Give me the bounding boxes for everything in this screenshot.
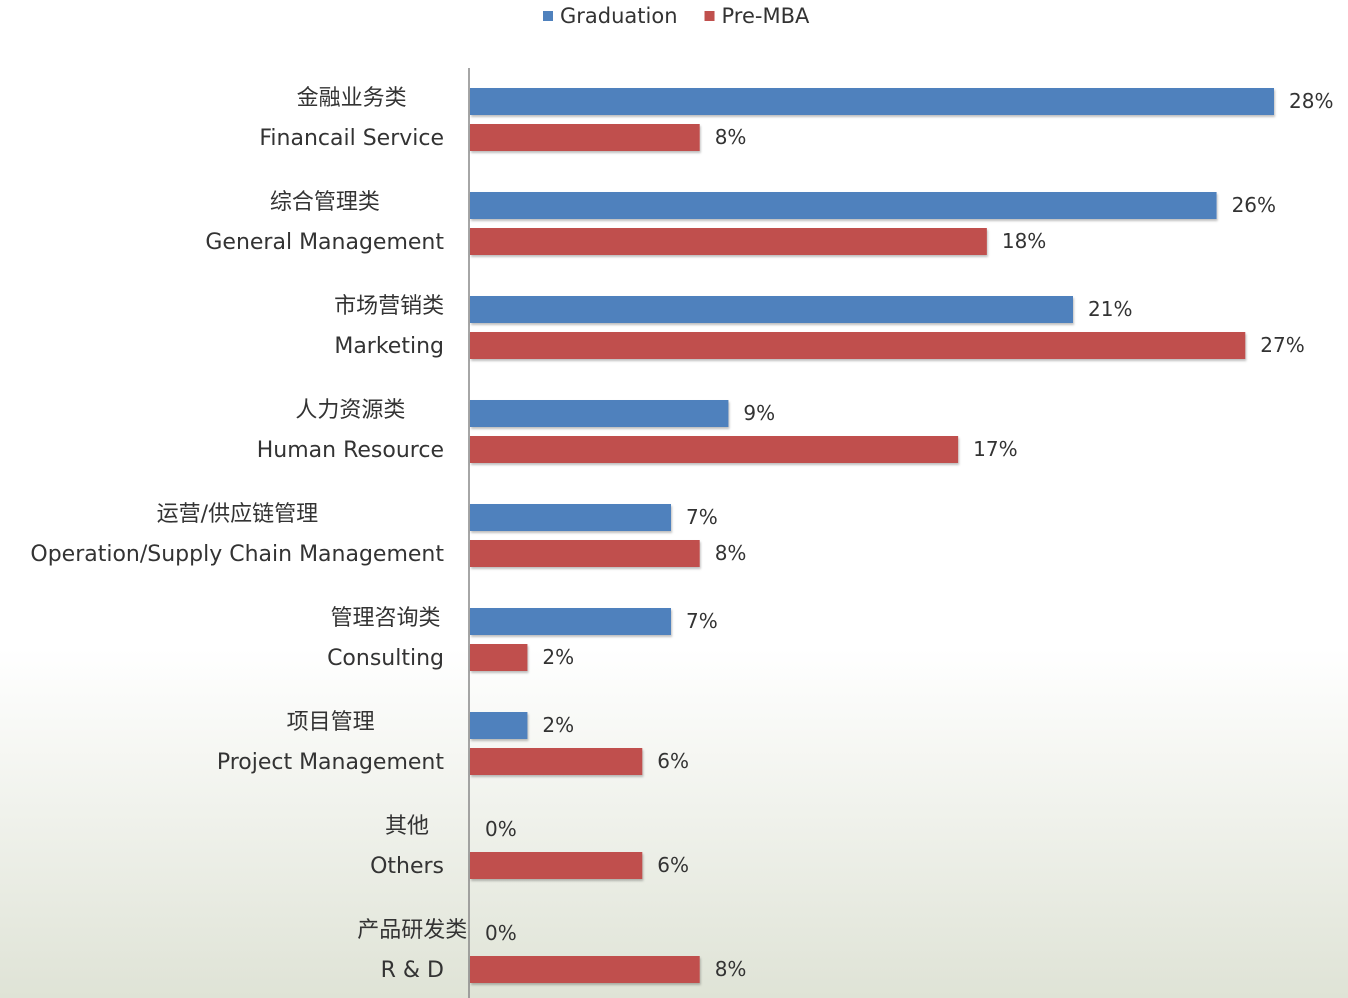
- category-label: Project Management: [217, 750, 445, 775]
- bar: [470, 644, 527, 671]
- category-label: Others: [370, 854, 444, 879]
- value-label: 8%: [715, 957, 747, 981]
- value-label: 18%: [1002, 229, 1046, 253]
- legend-label: Graduation: [560, 4, 678, 28]
- value-label: 6%: [657, 749, 689, 773]
- bar: [470, 504, 671, 531]
- value-label: 8%: [715, 125, 747, 149]
- value-label: 2%: [542, 713, 574, 737]
- bar: [470, 608, 671, 635]
- category-label: 其他: [385, 814, 429, 839]
- bar: [470, 852, 642, 879]
- bar: [470, 712, 527, 739]
- value-label: 6%: [657, 853, 689, 877]
- category-label: General Management: [205, 230, 444, 255]
- legend-swatch: [705, 11, 715, 21]
- value-label: 17%: [973, 437, 1017, 461]
- value-label: 7%: [686, 505, 718, 529]
- bar: [470, 228, 987, 255]
- category-label: 人力资源类: [295, 398, 405, 423]
- value-label: 27%: [1260, 333, 1304, 357]
- category-label: 综合管理类: [270, 190, 380, 215]
- bar: [470, 332, 1245, 359]
- bar: [470, 540, 700, 567]
- value-label: 9%: [743, 401, 775, 425]
- value-label: 0%: [485, 921, 517, 945]
- category-label: Operation/Supply Chain Management: [30, 542, 444, 567]
- category-label: 运营/供应链管理: [157, 502, 318, 527]
- bar: [470, 192, 1217, 219]
- category-label: R & D: [381, 958, 444, 983]
- value-label: 7%: [686, 609, 718, 633]
- category-label: 市场营销类: [334, 294, 444, 319]
- value-label: 0%: [485, 817, 517, 841]
- category-label: 项目管理: [287, 710, 375, 735]
- bar: [470, 296, 1073, 323]
- category-label: Consulting: [327, 646, 444, 671]
- value-label: 8%: [715, 541, 747, 565]
- category-label: 管理咨询类: [331, 606, 441, 631]
- legend-label: Pre-MBA: [722, 4, 810, 28]
- category-label: 产品研发类: [357, 918, 467, 943]
- bar: [470, 124, 700, 151]
- bar: [470, 400, 728, 427]
- bar: [470, 436, 958, 463]
- category-label: Financail Service: [259, 126, 444, 151]
- category-label: Marketing: [334, 334, 444, 359]
- bar: [470, 956, 700, 983]
- category-label: Human Resource: [257, 438, 444, 463]
- category-label: 金融业务类: [297, 86, 407, 111]
- value-label: 28%: [1289, 89, 1333, 113]
- value-label: 26%: [1232, 193, 1276, 217]
- bar: [470, 88, 1274, 115]
- legend-swatch: [543, 11, 553, 21]
- value-label: 21%: [1088, 297, 1132, 321]
- chart: Graduation Pre-MBA Financail Service 金融业务类 2…: [0, 0, 1348, 998]
- bar: [470, 748, 642, 775]
- value-label: 2%: [542, 645, 574, 669]
